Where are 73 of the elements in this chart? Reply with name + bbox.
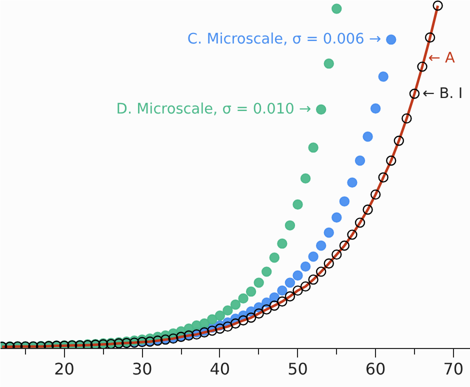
- point: [284, 291, 296, 302]
- point: [262, 266, 272, 277]
- point: [222, 305, 233, 316]
- point: [370, 189, 381, 200]
- point: [332, 212, 342, 223]
- point: [324, 228, 334, 238]
- point: [222, 321, 233, 332]
- point: [316, 266, 326, 277]
- point: [292, 270, 303, 281]
- point: [402, 113, 412, 124]
- point: [277, 285, 288, 296]
- point: [214, 324, 226, 334]
- point: [308, 252, 318, 262]
- point: [339, 196, 350, 207]
- point: [409, 88, 420, 99]
- point: [424, 32, 436, 43]
- x-tick-label: 60: [365, 360, 386, 378]
- point: [324, 58, 334, 69]
- point: [230, 300, 241, 310]
- point: [207, 314, 218, 324]
- point: [292, 285, 303, 296]
- point: [284, 278, 296, 288]
- point: [238, 315, 248, 326]
- point: [300, 281, 311, 292]
- x-tick-label: 70: [443, 360, 464, 378]
- point: [332, 4, 342, 14]
- point: [394, 136, 404, 146]
- point: [254, 278, 264, 288]
- series-label: D. Microscale, σ = 0.010 →: [116, 102, 312, 118]
- point: [191, 329, 202, 340]
- point: [347, 177, 358, 188]
- point: [362, 132, 373, 142]
- point: [300, 261, 311, 272]
- point: [386, 156, 396, 166]
- point: [246, 312, 256, 323]
- point: [417, 62, 428, 72]
- point: [354, 156, 366, 166]
- point: [254, 308, 264, 319]
- x-tick-label: 20: [54, 360, 74, 378]
- point: [300, 173, 311, 184]
- series-label: ← B. I: [422, 86, 463, 102]
- point: [316, 104, 326, 115]
- point: [339, 240, 350, 251]
- point: [332, 249, 342, 260]
- point: [432, 0, 443, 11]
- point: [386, 34, 396, 45]
- point: [324, 258, 334, 269]
- point: [347, 230, 358, 240]
- point: [269, 300, 280, 311]
- point: [238, 293, 248, 304]
- x-tick-label: 30: [132, 360, 152, 378]
- point: [292, 199, 303, 210]
- point: [269, 252, 280, 263]
- point: [277, 296, 288, 307]
- point: [316, 240, 326, 251]
- point: [378, 172, 388, 183]
- point: [370, 103, 381, 114]
- point: [277, 238, 288, 249]
- point: [308, 142, 318, 153]
- point: [214, 310, 226, 321]
- point: [378, 72, 388, 82]
- x-tick-label: 40: [210, 360, 230, 378]
- point: [362, 204, 373, 215]
- series-label: ← A: [428, 50, 456, 67]
- point: [246, 286, 256, 297]
- series-label: C. Microscale, σ = 0.006 →: [187, 32, 382, 48]
- point: [207, 326, 218, 336]
- point: [262, 304, 272, 315]
- point: [308, 274, 318, 285]
- x-tick-label: 50: [288, 360, 308, 378]
- point: [230, 318, 241, 329]
- point: [354, 218, 366, 228]
- point: [284, 220, 296, 231]
